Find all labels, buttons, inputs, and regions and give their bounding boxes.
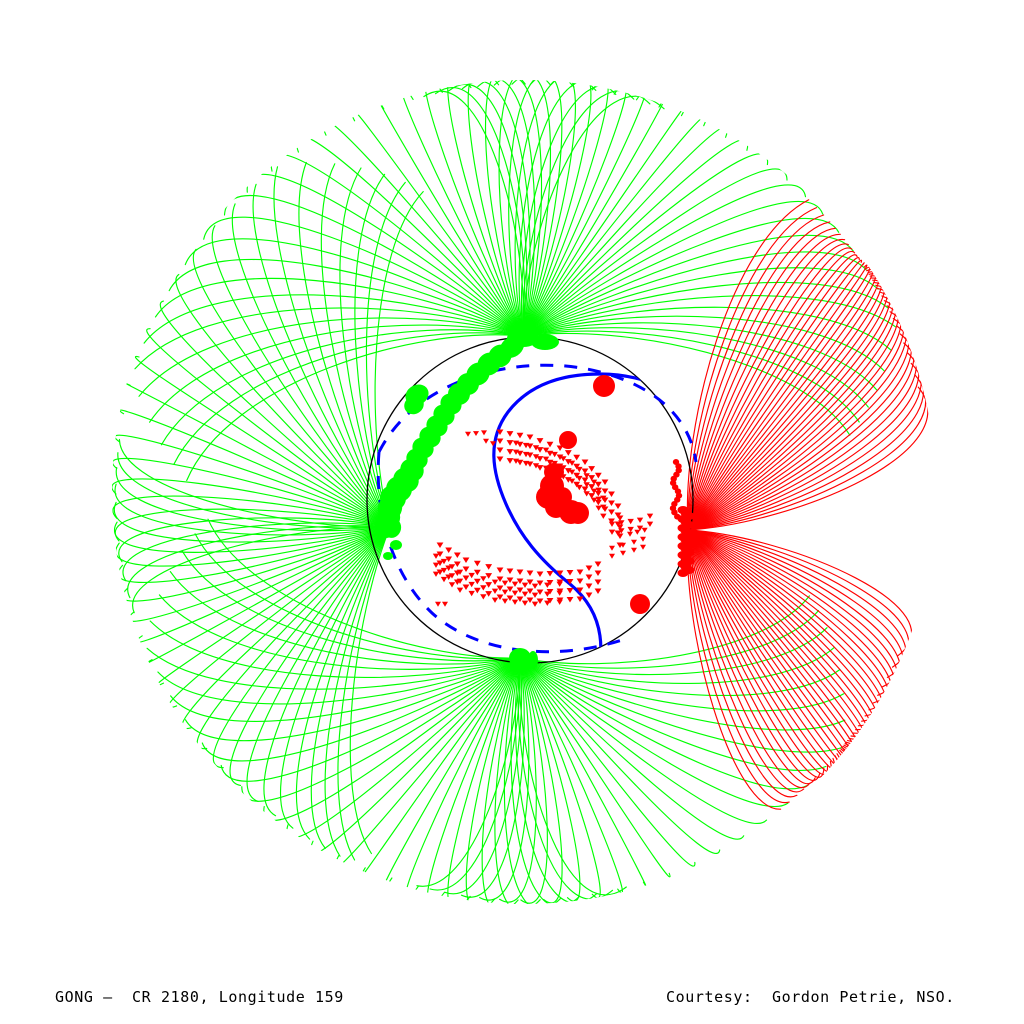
equator-dashed-line [377, 363, 698, 463]
figure-caption-right: Courtesy: Gordon Petrie, NSO. [666, 988, 955, 1006]
field-footpoint-blobs [375, 329, 695, 669]
red-arrow-markers [432, 429, 654, 607]
figure-caption-left: GONG — CR 2180, Longitude 159 [55, 988, 344, 1006]
